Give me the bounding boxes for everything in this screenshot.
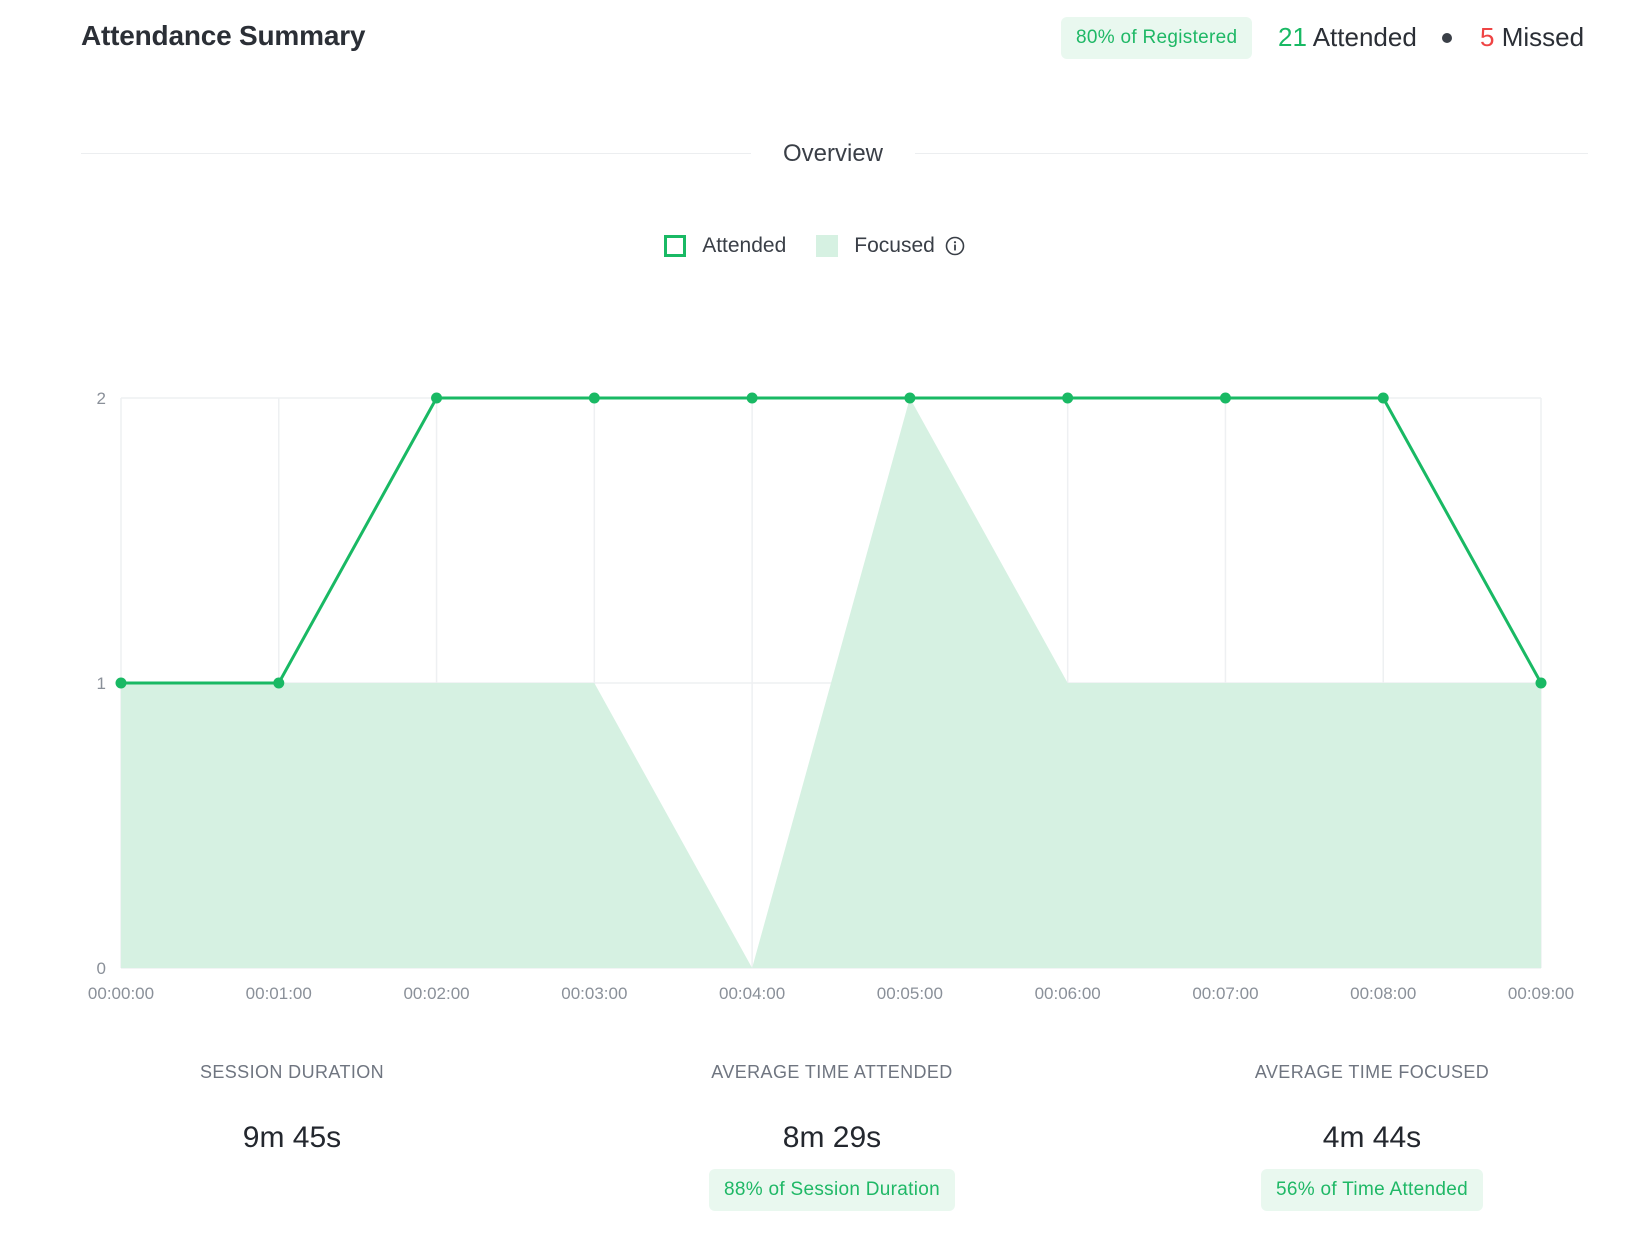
legend-swatch-attended: [664, 235, 687, 257]
y-tick-label: 2: [97, 389, 106, 408]
x-tick-label: 00:04:00: [719, 984, 785, 1003]
attended-point: [431, 392, 443, 404]
page-title: Attendance Summary: [81, 20, 366, 51]
kpi-value: 9m 45s: [242, 1121, 342, 1154]
x-tick-label: 00:08:00: [1350, 984, 1416, 1003]
kpi-badge: 56% of Time Attended: [1261, 1169, 1483, 1211]
kpi-session-duration: SESSION DURATION 9m 45s: [112, 1062, 472, 1155]
x-tick-label: 00:03:00: [561, 984, 627, 1003]
attended-point: [1377, 392, 1389, 404]
legend-item-attended[interactable]: Attended: [664, 234, 786, 258]
x-tick-label: 00:01:00: [246, 984, 312, 1003]
legend-label-attended: Attended: [702, 234, 787, 257]
attended-point: [1535, 677, 1547, 689]
section-title: Overview: [782, 140, 884, 167]
section-divider-right: [915, 153, 1588, 154]
section-divider-left: [81, 153, 751, 154]
kpi-average-time-focused: AVERAGE TIME FOCUSED 4m 44s 56% of Time …: [1192, 1062, 1552, 1211]
y-tick-label: 1: [97, 674, 106, 693]
x-tick-label: 00:00:00: [88, 984, 154, 1003]
attended-label: Attended: [1312, 22, 1417, 52]
attended-point: [746, 392, 758, 404]
kpi-value: 4m 44s: [1322, 1121, 1422, 1154]
attended-point: [115, 677, 127, 689]
attended-point: [904, 392, 916, 404]
legend-item-focused[interactable]: Focused: [816, 234, 965, 258]
kpi-label: AVERAGE TIME ATTENDED: [711, 1062, 953, 1082]
attended-point: [273, 677, 285, 689]
x-tick-label: 00:09:00: [1508, 984, 1574, 1003]
legend-label-focused: Focused: [854, 234, 935, 257]
kpi-value: 8m 29s: [782, 1121, 882, 1154]
x-tick-label: 00:05:00: [877, 984, 943, 1003]
attended-point: [1219, 392, 1231, 404]
attended-count: 21: [1278, 22, 1307, 52]
kpi-badge: 88% of Session Duration: [708, 1169, 956, 1211]
focused-area: [121, 398, 1541, 968]
attended-line: [121, 396, 1543, 685]
kpi-average-time-attended: AVERAGE TIME ATTENDED 8m 29s 88% of Sess…: [652, 1062, 1012, 1211]
info-icon[interactable]: [945, 236, 965, 256]
missed-count: 5: [1480, 22, 1495, 52]
attended-point: [588, 392, 600, 404]
attended-stat: 21 Attended: [1278, 22, 1417, 53]
x-tick-label: 00:07:00: [1192, 984, 1258, 1003]
x-tick-label: 00:02:00: [403, 984, 469, 1003]
missed-stat: 5 Missed: [1480, 22, 1584, 53]
kpi-label: SESSION DURATION: [199, 1062, 385, 1082]
y-tick-label: 0: [97, 959, 106, 978]
missed-label: Missed: [1501, 22, 1585, 52]
legend-swatch-focused: [816, 235, 839, 257]
attended-point: [1062, 392, 1074, 404]
registered-badge: 80% of Registered: [1061, 17, 1253, 59]
chart-legend: Attended Focused: [0, 234, 1629, 258]
kpi-label: AVERAGE TIME FOCUSED: [1254, 1062, 1490, 1082]
x-tick-label: 00:06:00: [1035, 984, 1101, 1003]
separator-dot: [1442, 33, 1452, 43]
